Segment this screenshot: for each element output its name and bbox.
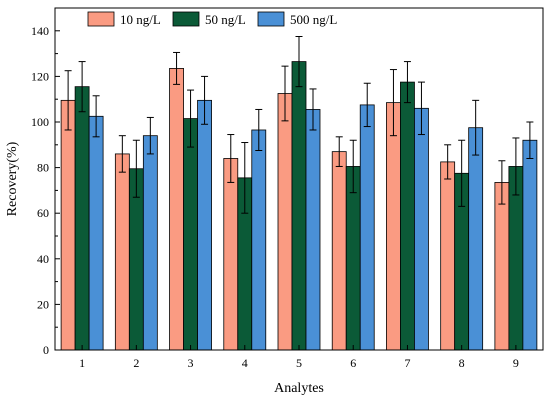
legend-label: 500 ng/L — [290, 12, 337, 27]
bar — [184, 119, 198, 350]
bar — [61, 100, 75, 350]
bar — [278, 94, 292, 351]
x-tick-label: 2 — [133, 356, 139, 370]
bar — [170, 68, 184, 350]
x-tick-label: 8 — [459, 356, 465, 370]
y-tick-label: 60 — [37, 206, 49, 220]
y-tick-label: 40 — [37, 252, 49, 266]
bar — [306, 109, 320, 350]
x-tick-label: 3 — [188, 356, 194, 370]
y-tick-label: 20 — [37, 297, 49, 311]
legend-swatch — [173, 12, 199, 26]
bar — [75, 87, 89, 350]
x-tick-label: 9 — [513, 356, 519, 370]
bar — [252, 130, 266, 350]
bar — [292, 62, 306, 350]
x-tick-label: 7 — [404, 356, 410, 370]
bar — [224, 158, 238, 350]
bar — [386, 103, 400, 350]
y-axis: 0 20 40 60 80 100 120 140 — [31, 24, 60, 357]
bar — [523, 140, 537, 350]
bar — [495, 182, 509, 350]
y-tick-label: 140 — [31, 24, 49, 38]
bar — [400, 82, 414, 350]
bar — [89, 116, 103, 350]
legend-swatch — [88, 12, 114, 26]
bar — [441, 162, 455, 350]
x-tick-label: 1 — [79, 356, 85, 370]
bar — [414, 108, 428, 350]
x-tick-label: 6 — [350, 356, 356, 370]
y-axis-label: Recovery(%) — [5, 141, 20, 216]
x-axis-label: Analytes — [274, 381, 324, 396]
bar — [469, 128, 483, 350]
bar — [143, 136, 157, 350]
legend-swatch — [258, 12, 284, 26]
bar — [198, 100, 212, 350]
bar — [332, 152, 346, 350]
legend-label: 10 ng/L — [120, 12, 161, 27]
y-tick-label: 0 — [43, 343, 49, 357]
bar — [346, 166, 360, 350]
bar — [360, 105, 374, 350]
x-tick-label: 4 — [242, 356, 248, 370]
legend: 10 ng/L 50 ng/L 500 ng/L — [88, 12, 337, 27]
x-tick-label: 5 — [296, 356, 302, 370]
y-tick-label: 80 — [37, 161, 49, 175]
legend-label: 50 ng/L — [205, 12, 246, 27]
bar — [115, 154, 129, 350]
y-tick-label: 100 — [31, 115, 49, 129]
y-tick-label: 120 — [31, 69, 49, 83]
bars-layer — [61, 62, 537, 350]
